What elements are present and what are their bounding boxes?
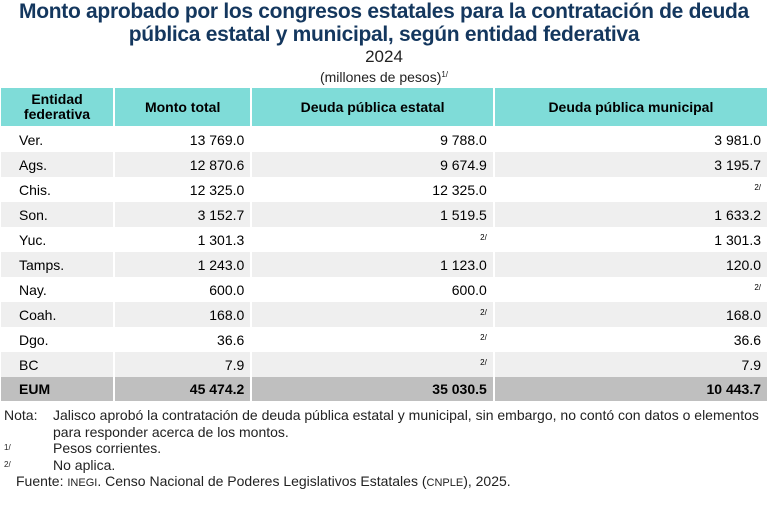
source-org: INEGI: [67, 477, 98, 489]
cell-deuda-estatal: 9 674.9: [251, 152, 495, 177]
cell-monto-total: 12 870.6: [114, 152, 253, 177]
table-row: Nay. 600.0 600.0 2/: [1, 277, 767, 302]
col-header-monto-total: Monto total: [114, 88, 253, 127]
cell-monto-total: 168.0: [114, 302, 253, 327]
data-table: Entidad federativa Monto total Deuda púb…: [1, 88, 767, 401]
col-header-deuda-municipal: Deuda pública municipal: [493, 88, 767, 127]
footnote-2-key: 2/: [4, 459, 11, 469]
cell-deuda-municipal: 10 443.7: [493, 377, 767, 401]
cell-deuda-estatal: 12 325.0: [251, 177, 495, 202]
not-applicable-mark: 2/: [480, 332, 487, 342]
cell-monto-total: 600.0: [114, 277, 253, 302]
cell-deuda-municipal: 3 981.0: [714, 131, 761, 148]
cell-deuda-municipal: 1 301.3: [714, 231, 761, 248]
cell-monto-total: 45 474.2: [114, 377, 253, 401]
table-row: Tamps. 1 243.0 1 123.0 120.0: [1, 252, 767, 277]
not-applicable-mark: 2/: [754, 182, 761, 192]
cell-entidad: Ver.: [1, 126, 115, 152]
cell-entidad: BC: [1, 352, 115, 377]
cell-monto-total: 36.6: [114, 327, 253, 352]
cell-deuda-municipal: 2/: [494, 177, 767, 202]
not-applicable-mark: 2/: [480, 307, 487, 317]
cell-monto-total: 3 152.7: [114, 202, 253, 227]
cell-entidad: Ags.: [1, 152, 115, 177]
source-text: . Censo Nacional de Poderes Legislativos…: [97, 473, 427, 489]
not-applicable-mark: 2/: [480, 232, 487, 242]
cell-entidad: Yuc.: [1, 227, 115, 252]
cell-monto-total: 13 769.0: [114, 126, 253, 152]
cell-deuda-municipal: 3 195.7: [493, 152, 767, 177]
cell-entidad: Son.: [1, 202, 115, 227]
table-row: Dgo. 36.6 2/36.6: [1, 327, 767, 352]
table-row: Son. 3 152.7 1 519.5 1 633.2: [1, 202, 767, 227]
units-footnote: 1/: [441, 70, 449, 79]
cell-deuda-municipal: 1 633.2: [493, 202, 767, 227]
cell-entidad: Chis.: [1, 177, 115, 202]
cell-deuda-estatal: 2/: [251, 352, 495, 377]
table-row: BC 7.9 2/7.9: [1, 352, 767, 377]
table-units: (millones de pesos)1/: [0, 69, 768, 85]
cell-deuda-estatal: 9 788.0: [251, 126, 495, 152]
col-header-deuda-estatal: Deuda pública estatal: [251, 88, 495, 127]
footnote-1-key: 1/: [4, 443, 11, 452]
table-row: Ags. 12 870.6 9 674.9 3 195.7: [1, 152, 767, 177]
cell-monto-total: 12 325.0: [114, 177, 253, 202]
cell-deuda-estatal: 2/: [251, 327, 495, 352]
source-abbr: CNPLE: [426, 477, 464, 489]
table-row: Coah. 168.0 2/168.0: [1, 302, 767, 327]
footnote-2-text: No aplica.: [53, 456, 116, 473]
cell-monto-total: 1 301.3: [114, 227, 253, 252]
notes: Nota: Jalisco aprobó la contratación de d…: [4, 407, 764, 492]
table-year: 2024: [365, 47, 403, 66]
cell-deuda-municipal: 168.0: [493, 302, 767, 327]
cell-entidad: EUM: [1, 377, 115, 401]
cell-deuda-estatal: 2/: [251, 227, 495, 252]
not-applicable-mark: 2/: [480, 357, 487, 367]
cell-deuda-municipal: 7.9: [493, 352, 767, 377]
cell-deuda-estatal: 1 519.5: [251, 202, 495, 227]
cell-monto-total: 1 243.0: [114, 252, 253, 277]
table-row: Ver. 13 769.0 9 788.0 3 981.0: [1, 126, 767, 152]
not-applicable-mark: 2/: [754, 282, 761, 292]
source-label: Fuente:: [16, 473, 64, 489]
cell-deuda-estatal: 35 030.5: [251, 377, 495, 401]
source: Fuente: INEGI. Censo Nacional de Poderes…: [4, 473, 764, 492]
units-text: (millones de pesos): [319, 69, 442, 85]
cell-deuda-municipal: 120.0: [493, 252, 767, 277]
footnote-2: 2/No aplica.: [4, 457, 764, 474]
footnote-1: 1/Pesos corrientes.: [4, 440, 764, 457]
total-row: EUM 45 474.2 35 030.5 10 443.7: [1, 377, 767, 401]
table-row: Yuc. 1 301.3 2/1 301.3: [1, 227, 767, 252]
note-text: Jalisco aprobó la contratación de deuda …: [53, 407, 759, 440]
cell-entidad: Nay.: [1, 277, 115, 302]
cell-monto-total: 7.9: [114, 352, 253, 377]
col-header-entidad: Entidad federativa: [1, 88, 115, 127]
source-year: ), 2025.: [463, 473, 511, 489]
cell-entidad: Dgo.: [1, 327, 115, 352]
cell-entidad: Tamps.: [1, 252, 115, 277]
table-row: Chis. 12 325.0 12 325.0 2/: [1, 177, 767, 202]
header-row: Entidad federativa Monto total Deuda púb…: [1, 88, 767, 127]
cell-deuda-estatal: 1 123.0: [251, 252, 495, 277]
cell-entidad: Coah.: [1, 302, 115, 327]
cell-deuda-estatal: 600.0: [251, 277, 495, 302]
note-label: Nota:: [4, 407, 38, 423]
note-row: Nota: Jalisco aprobó la contratación de d…: [4, 407, 764, 440]
cell-deuda-municipal: 2/: [494, 277, 767, 302]
footnote-1-text: Pesos corrientes.: [53, 440, 162, 456]
cell-deuda-estatal: 2/: [251, 302, 495, 327]
cell-deuda-municipal: 36.6: [733, 331, 761, 348]
table-title: Monto aprobado por los congresos estatal…: [19, 0, 749, 46]
